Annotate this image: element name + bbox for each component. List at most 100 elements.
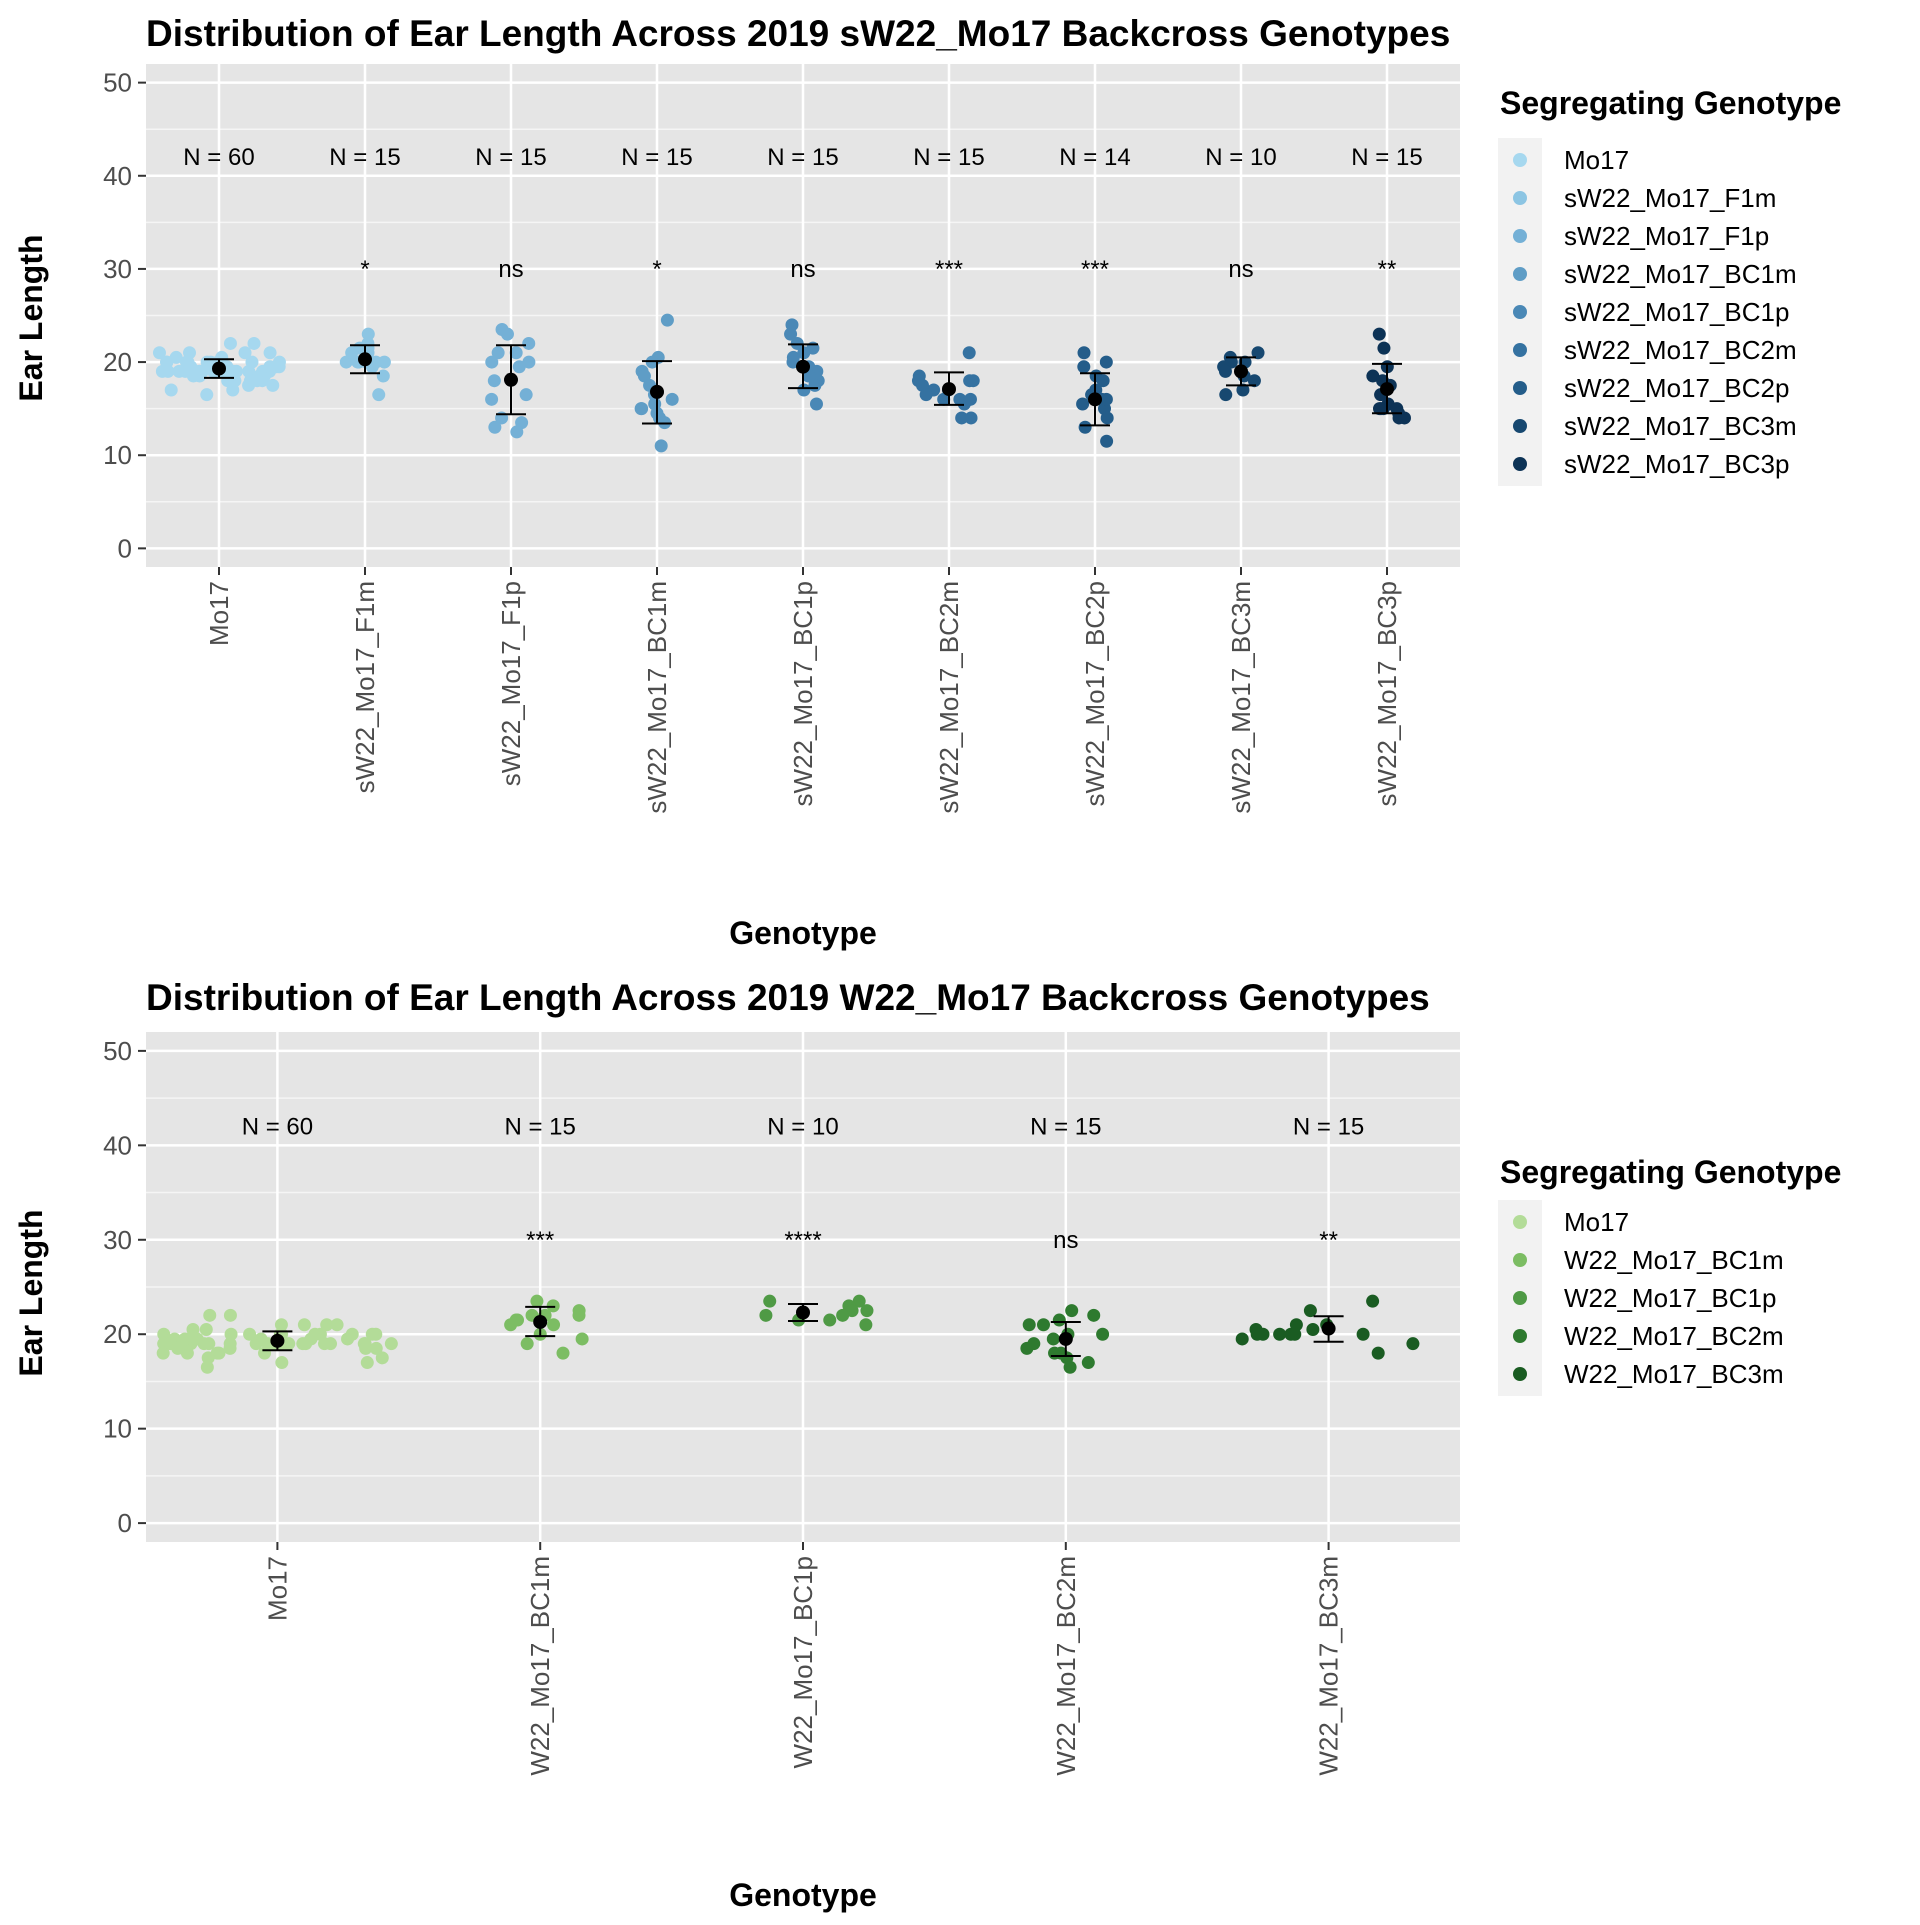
legend-key — [1513, 1215, 1527, 1229]
data-point — [296, 1337, 310, 1351]
data-point — [1077, 346, 1091, 360]
x-axis-ticks: Mo17 sW22_Mo17_F1m sW22_Mo17_F1p sW22_Mo17_… — [204, 567, 1402, 814]
data-point — [964, 411, 978, 425]
data-point — [156, 1346, 170, 1360]
mean-point — [1088, 392, 1102, 407]
data-point — [224, 364, 238, 378]
data-point — [243, 1327, 257, 1341]
data-point — [1366, 369, 1380, 383]
data-point — [1036, 1318, 1050, 1332]
data-point — [1063, 1360, 1077, 1374]
data-point — [509, 346, 523, 360]
data-point — [376, 369, 390, 383]
legend-label: sW22_Mo17_F1p — [1564, 221, 1769, 251]
data-point — [1288, 1327, 1302, 1341]
x-tick-label: sW22_Mo17_BC3p — [1372, 581, 1402, 806]
data-point — [203, 1308, 217, 1322]
data-point — [1022, 1318, 1036, 1332]
x-tick-label: W22_Mo17_BC2m — [1051, 1556, 1081, 1776]
data-point — [359, 1341, 373, 1355]
y-tick-label: 40 — [103, 161, 132, 191]
legend-key — [1513, 1253, 1527, 1267]
data-point — [1087, 1308, 1101, 1322]
data-point — [860, 1304, 874, 1318]
x-tick-label: sW22_Mo17_BC1m — [642, 581, 672, 814]
mean-point — [942, 382, 956, 397]
data-point — [172, 364, 186, 378]
y-tick-label: 0 — [118, 1508, 132, 1538]
data-point — [159, 355, 173, 369]
legend-label: W22_Mo17_BC1p — [1564, 1283, 1776, 1313]
data-point — [836, 1308, 850, 1322]
y-tick-label: 50 — [103, 68, 132, 98]
y-tick-label: 0 — [118, 533, 132, 563]
y-axis-ticks: 0 10 20 30 40 50 — [103, 1036, 146, 1538]
n-count-label: N = 15 — [913, 144, 984, 171]
legend-label: sW22_Mo17_BC3m — [1564, 411, 1797, 441]
significance-label: ** — [1378, 256, 1397, 283]
data-point — [522, 336, 536, 350]
data-point — [345, 1327, 359, 1341]
n-count-label: N = 15 — [767, 144, 838, 171]
data-point — [784, 327, 798, 341]
data-point — [488, 420, 502, 434]
data-point — [1373, 402, 1387, 416]
data-point — [297, 1318, 311, 1332]
legend-label: Mo17 — [1564, 1207, 1629, 1237]
n-count-label: N = 10 — [767, 1113, 838, 1140]
data-point — [247, 336, 261, 350]
data-point — [763, 1294, 777, 1308]
legend-key — [1513, 343, 1527, 357]
data-point — [1377, 341, 1391, 355]
mean-point — [504, 372, 518, 387]
significance-label: *** — [526, 1227, 554, 1254]
legend-key — [1513, 191, 1527, 205]
data-point — [360, 1356, 374, 1370]
legend-key — [1513, 1291, 1527, 1305]
y-axis-label: Ear Length — [13, 234, 49, 401]
n-count-label: N = 15 — [329, 144, 400, 171]
annotations: N = 60 N = 15 *** N = 10 **** N = 15 ns N = 15 *… — [242, 1113, 1365, 1253]
data-point — [245, 355, 259, 369]
legend-key — [1513, 305, 1527, 319]
data-point — [522, 355, 536, 369]
legend-title: Segregating Genotype — [1500, 85, 1841, 121]
x-axis-label: Genotype — [729, 915, 877, 951]
data-point — [369, 1341, 383, 1355]
significance-label: **** — [784, 1227, 821, 1254]
data-point — [372, 388, 386, 402]
data-point — [1306, 1323, 1320, 1336]
data-point — [345, 346, 359, 360]
legend: Segregating Genotype Mo17 W22_Mo17_BC1m W2… — [1498, 1154, 1841, 1396]
data-point — [178, 1332, 192, 1346]
data-point — [665, 392, 679, 406]
data-point — [852, 1294, 866, 1308]
legend-label: sW22_Mo17_BC2m — [1564, 335, 1797, 365]
data-point — [491, 346, 505, 360]
n-count-label: N = 15 — [475, 144, 546, 171]
data-point — [572, 1308, 586, 1322]
chart-title: Distribution of Ear Length Across 2019 W… — [146, 977, 1430, 1018]
data-point — [238, 346, 252, 360]
data-point — [152, 346, 166, 360]
data-point — [199, 1323, 213, 1336]
annotations: N = 60 N = 15 * N = 15 ns N = 15 * N = 15 ns N = … — [183, 144, 1422, 283]
data-point — [266, 378, 280, 392]
legend-key — [1513, 267, 1527, 281]
data-point — [275, 1356, 289, 1370]
data-point — [1052, 1313, 1066, 1327]
data-point — [797, 383, 811, 397]
data-point — [962, 346, 976, 360]
x-tick-label: Mo17 — [204, 581, 234, 646]
y-tick-label: 20 — [103, 1319, 132, 1349]
x-axis-label: Genotype — [729, 1877, 877, 1913]
significance-label: * — [652, 256, 661, 283]
mean-point — [1058, 1331, 1073, 1346]
data-point — [1076, 397, 1090, 411]
chart-title: Distribution of Ear Length Across 2019 s… — [146, 13, 1450, 54]
y-tick-label: 20 — [103, 347, 132, 377]
data-point — [201, 1351, 215, 1365]
y-tick-label: 30 — [103, 1225, 132, 1255]
panel-w22: Distribution of Ear Length Across 2019 W… — [13, 977, 1841, 1913]
